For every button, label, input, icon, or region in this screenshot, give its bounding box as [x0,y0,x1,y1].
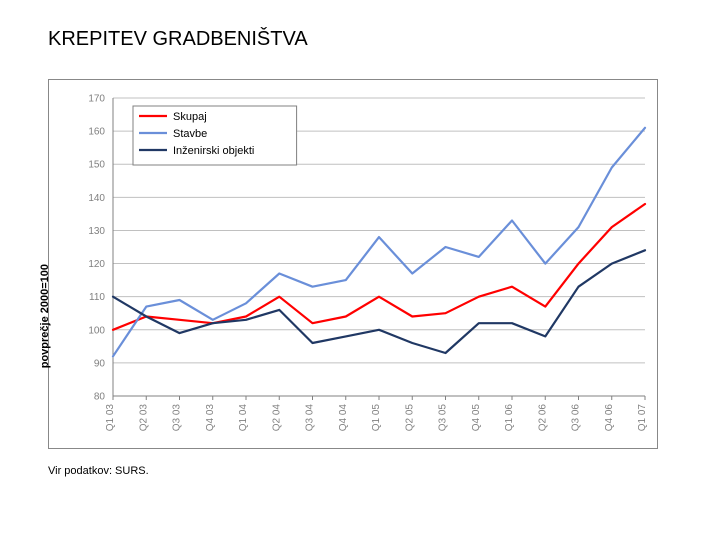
svg-text:Q4 05: Q4 05 [471,404,482,432]
svg-text:Q1 03: Q1 03 [105,404,116,432]
svg-text:Q1 04: Q1 04 [238,404,249,432]
svg-text:Q3 04: Q3 04 [305,404,316,432]
svg-text:160: 160 [88,127,105,138]
svg-text:130: 130 [88,226,105,237]
svg-text:90: 90 [94,358,106,369]
svg-text:Q2 03: Q2 03 [138,404,149,432]
chart-container: povprečje 2000=100 809010011012013014015… [48,79,658,449]
svg-text:Q3 05: Q3 05 [438,404,449,432]
svg-text:Q3 03: Q3 03 [172,404,183,432]
svg-text:100: 100 [88,325,105,336]
svg-text:170: 170 [88,94,105,105]
svg-text:Q1 06: Q1 06 [504,404,515,432]
page-title: KREPITEV GRADBENIŠTVA [48,28,672,51]
svg-text:Q2 06: Q2 06 [537,404,548,432]
svg-text:Q1 05: Q1 05 [371,404,382,432]
source-citation: Vir podatkov: SURS. [48,465,672,477]
svg-text:Stavbe: Stavbe [173,128,207,140]
svg-text:140: 140 [88,193,105,204]
svg-text:Q1 07: Q1 07 [637,404,648,432]
svg-text:Q4 04: Q4 04 [338,404,349,432]
svg-text:Q3 06: Q3 06 [571,404,582,432]
svg-text:Q2 05: Q2 05 [404,404,415,432]
svg-text:150: 150 [88,160,105,171]
svg-text:Inženirski objekti: Inženirski objekti [173,145,254,157]
svg-text:Q2 04: Q2 04 [271,404,282,432]
svg-text:110: 110 [89,292,105,303]
svg-text:Q4 03: Q4 03 [205,404,216,432]
page: KREPITEV GRADBENIŠTVA povprečje 2000=100… [0,0,720,540]
svg-text:80: 80 [94,392,106,403]
svg-text:120: 120 [88,259,105,270]
line-chart: 80 90 100 110 120 130 140 150 160 170 Q1 03 Q2 03 Q3… [49,80,659,450]
svg-text:Skupaj: Skupaj [173,111,207,123]
svg-text:Q4 06: Q4 06 [604,404,615,432]
